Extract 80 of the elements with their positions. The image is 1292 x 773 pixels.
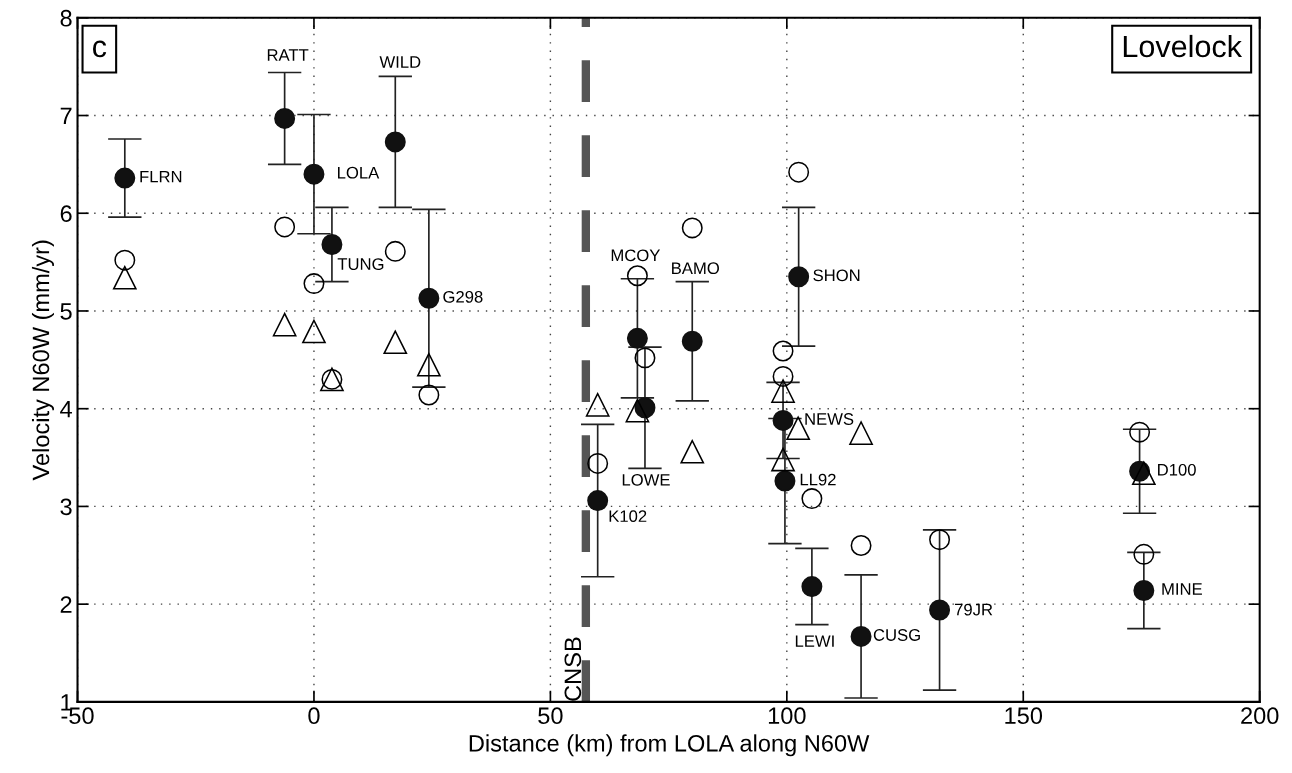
annotation: D100 bbox=[1158, 463, 1196, 476]
annotation: RATT bbox=[267, 49, 309, 61]
annotation: LOLA bbox=[338, 166, 380, 179]
point bbox=[587, 490, 609, 512]
annotation: LEWI bbox=[795, 635, 834, 647]
point bbox=[321, 234, 343, 255]
point bbox=[801, 488, 823, 510]
point bbox=[681, 217, 703, 239]
point bbox=[774, 470, 796, 492]
point bbox=[383, 330, 408, 355]
y-tick-label: 8 bbox=[60, 9, 72, 27]
y-tick-label: 2 bbox=[60, 596, 72, 613]
annotation: NEWS bbox=[805, 413, 854, 425]
y-tick-label: 7 bbox=[60, 107, 72, 125]
point bbox=[418, 287, 440, 309]
point bbox=[587, 452, 609, 474]
y-axis-title: Velocity N60W (mm/yr) bbox=[31, 240, 54, 481]
y-tick-label: 6 bbox=[60, 205, 72, 223]
point bbox=[772, 340, 794, 362]
y-tick-label: 4 bbox=[60, 401, 72, 418]
x-tick-label: 50 bbox=[538, 707, 563, 725]
y-tick-label: 5 bbox=[60, 303, 72, 320]
annotation: LOWE bbox=[622, 473, 670, 486]
annotation: 79JR bbox=[954, 603, 993, 616]
point bbox=[112, 265, 137, 290]
annotation: WILD bbox=[379, 56, 421, 68]
point bbox=[801, 576, 823, 598]
annotation: CUSG bbox=[873, 629, 920, 641]
point bbox=[1131, 461, 1156, 486]
annotation: MCOY bbox=[611, 249, 661, 262]
point bbox=[418, 384, 440, 406]
point bbox=[850, 625, 872, 647]
point bbox=[114, 167, 136, 189]
point bbox=[772, 409, 794, 431]
point bbox=[680, 439, 705, 464]
point bbox=[114, 249, 136, 271]
x-tick-label: 150 bbox=[1005, 707, 1043, 725]
annotation: SHON bbox=[813, 269, 860, 282]
point bbox=[274, 107, 296, 129]
point bbox=[850, 535, 872, 557]
point bbox=[625, 398, 650, 423]
annotation: G298 bbox=[443, 290, 483, 303]
x-tick-label: 0 bbox=[308, 707, 320, 725]
point bbox=[585, 392, 610, 417]
point bbox=[626, 265, 648, 287]
x-tick-label: 200 bbox=[1241, 707, 1279, 725]
annotation: TUNG bbox=[337, 258, 384, 270]
point bbox=[788, 266, 810, 288]
point bbox=[1133, 579, 1155, 601]
annotation: FLRN bbox=[140, 170, 182, 183]
point bbox=[303, 163, 325, 185]
annotation: BAMO bbox=[672, 262, 719, 275]
point bbox=[416, 352, 441, 377]
point bbox=[788, 161, 810, 183]
x-tick-label: 100 bbox=[768, 707, 806, 725]
point bbox=[303, 273, 325, 295]
annotation: K102 bbox=[609, 510, 647, 523]
annotation: c bbox=[93, 40, 107, 58]
point bbox=[274, 216, 296, 238]
point bbox=[771, 379, 795, 403]
point bbox=[272, 312, 297, 337]
point bbox=[1129, 421, 1151, 443]
x-axis-title: Distance (km) from LOLA along N60W bbox=[469, 734, 870, 757]
point bbox=[1133, 543, 1155, 565]
point bbox=[681, 330, 703, 352]
point bbox=[929, 599, 951, 621]
point bbox=[634, 397, 656, 419]
point bbox=[302, 319, 326, 344]
point bbox=[384, 131, 406, 153]
annotation: MINE bbox=[1162, 583, 1202, 595]
point bbox=[384, 240, 406, 262]
point bbox=[771, 447, 795, 472]
point bbox=[929, 529, 951, 551]
point bbox=[634, 347, 656, 369]
point bbox=[772, 365, 794, 387]
y-tick-label: 3 bbox=[60, 498, 72, 516]
point bbox=[626, 327, 648, 349]
ref-line-label: CNSB bbox=[564, 637, 582, 701]
annotation: LL92 bbox=[800, 473, 836, 486]
annotation: Lovelock bbox=[1123, 34, 1243, 58]
